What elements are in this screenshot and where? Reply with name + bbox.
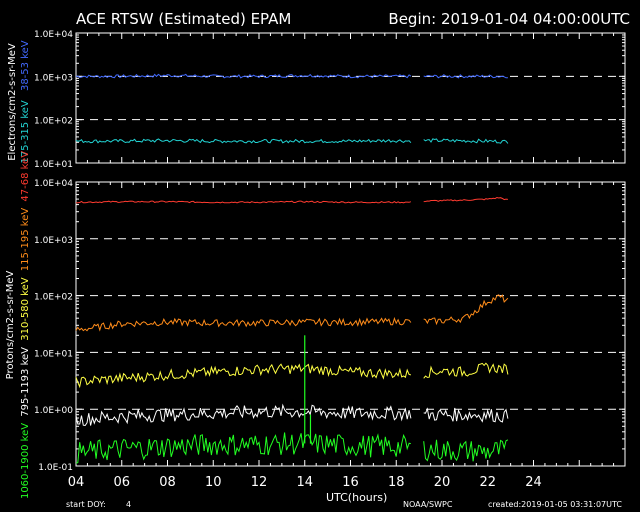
series-1060-1900-kev-segment-2: [423, 439, 509, 462]
electron-ylabels: Electrons/cm2-s-sr-MeV 175-315 keV 38-53…: [7, 40, 31, 163]
x-tick-label: 12: [251, 475, 268, 490]
x-tick-label: 06: [113, 475, 130, 490]
electron-ytick-label: 1.0E+03: [34, 73, 73, 83]
legend-310-580: 310-580 keV: [20, 277, 31, 341]
x-tick-label: 04: [68, 475, 85, 490]
electron-ylabel: Electrons/cm2-s-sr-MeV: [7, 43, 18, 161]
series-795-1193-kev-segment-1: [75, 403, 412, 427]
svg-text:1060-1900 keV 795-1193 k: 1060-1900 keV 795-1193 keV 310-580 keV 1…: [20, 151, 31, 499]
x-tick-label: 22: [479, 475, 496, 490]
proton-ytick-label: 1.0E-01: [38, 463, 73, 473]
proton-ytick-label: 1.0E+02: [34, 293, 73, 303]
electron-ytick-label: 1.0E+01: [34, 160, 73, 170]
series-175-315-kev-segment-2: [423, 138, 509, 144]
start-doy-value: 4: [126, 500, 131, 509]
legend-38-53: 38-53 keV: [20, 40, 31, 91]
proton-ytick-label: 1.0E+00: [34, 406, 73, 416]
x-tick-label: 18: [388, 475, 405, 490]
svg-text:Protons/cm2-s-sr-MeV: Protons/cm2-s-sr-MeV: [5, 270, 16, 379]
legend-175-315: 175-315 keV: [20, 100, 31, 164]
series-115-195-kev-segment-2: [423, 294, 509, 326]
series-310-580-kev-segment-1: [75, 363, 412, 389]
proton-ytick-label: 1.0E+01: [34, 349, 73, 359]
x-tick-label: 08: [159, 475, 176, 490]
series-1060-1900-kev-segment-1: [75, 432, 412, 464]
begin-time: Begin: 2019-01-04 04:00:00UTC: [388, 10, 630, 28]
series-115-195-kev-segment-1: [75, 316, 412, 332]
svg-text:Electrons/cm2-s-sr-MeV: Electrons/cm2-s-sr-MeV: [7, 43, 18, 161]
x-tick-label: 14: [296, 475, 313, 490]
legend-47-68: 47-68 keV: [20, 151, 31, 202]
x-tick-label: 24: [525, 475, 542, 490]
x-axis-label: UTC(hours): [326, 491, 387, 504]
proton-ytick-label: 1.0E+04: [34, 179, 73, 189]
series-38-53-kev-segment-1: [75, 73, 412, 79]
series-175-315-kev-segment-1: [75, 138, 412, 144]
created-timestamp: created:2019-01-05 03:31:07UTC: [488, 500, 622, 509]
electron-ytick-label: 1.0E+02: [34, 117, 73, 127]
proton-ytick-label: 1.0E+03: [34, 236, 73, 246]
x-tick-label: 10: [205, 475, 222, 490]
legend-795-1193: 795-1193 keV: [20, 347, 31, 417]
chart-title: ACE RTSW (Estimated) EPAM: [76, 10, 291, 28]
proton-ylabels: Protons/cm2-s-sr-MeV 1060-1900 keV 795-1…: [5, 151, 31, 499]
series-38-53-kev-segment-2: [423, 74, 508, 79]
credit-text: NOAA/SWPC: [403, 500, 453, 509]
series-47-68-kev-segment-2: [423, 196, 508, 203]
legend-1060-1900: 1060-1900 keV: [20, 423, 31, 499]
x-tick-label: 20: [434, 475, 451, 490]
series-47-68-kev-segment-1: [75, 200, 412, 204]
electron-ytick-label: 1.0E+04: [34, 30, 73, 40]
svg-text:175-315 keV 38-53 keV: 175-315 keV 38-53 keV: [20, 40, 31, 163]
proton-ylabel: Protons/cm2-s-sr-MeV: [5, 270, 16, 379]
series-795-1193-kev-segment-2: [423, 407, 509, 423]
x-axis: 04 06 08 10 12 14 16 18 20 22 24: [68, 475, 542, 490]
legend-115-195: 115-195 keV: [20, 208, 31, 272]
proton-panel: 1.0E-01 1.0E+00 1.0E+01 1.0E+02 1.0E+03 1.0E+…: [34, 179, 626, 473]
start-doy-label: start DOY:: [66, 500, 106, 509]
electron-panel: 1.0E+01 1.0E+02 1.0E+03 1.0E+04: [34, 30, 626, 170]
x-tick-label: 16: [342, 475, 359, 490]
series-310-580-kev-segment-2: [423, 362, 509, 379]
